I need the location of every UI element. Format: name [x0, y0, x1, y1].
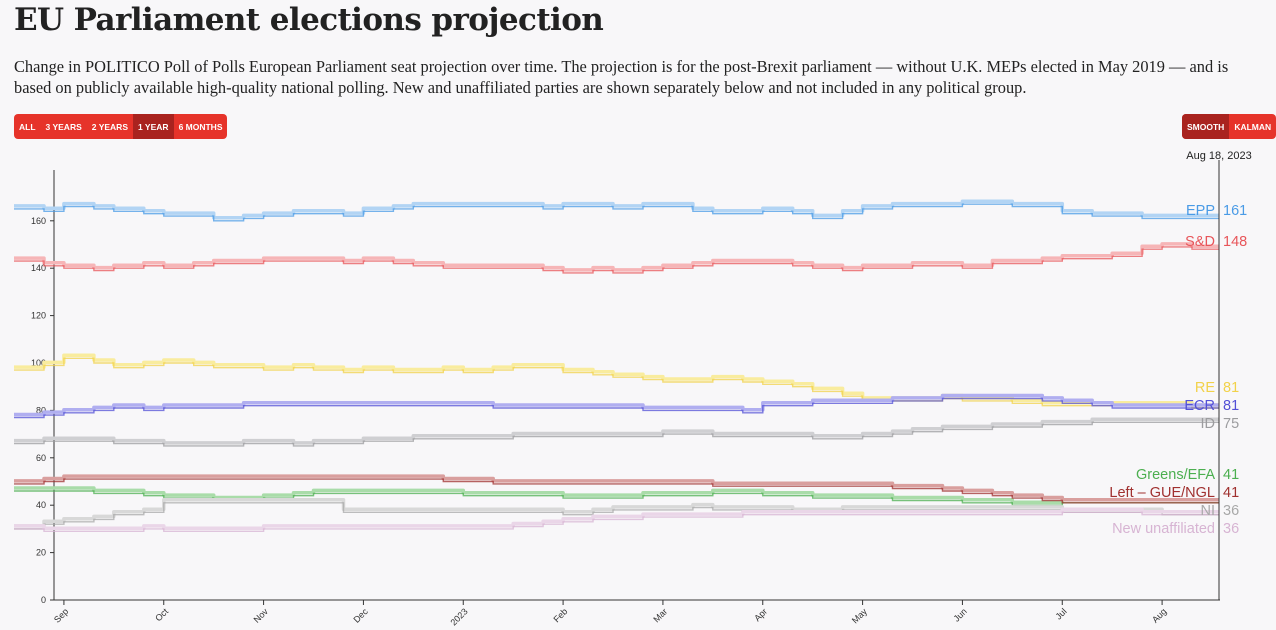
range-all-button[interactable]: ALL	[14, 114, 41, 139]
series-band-epp	[14, 199, 1219, 220]
y-tick-label: 120	[31, 311, 46, 321]
series-value-label: 41	[1223, 467, 1239, 483]
series-lines	[14, 199, 1219, 532]
series-band-s-d	[14, 242, 1219, 272]
range-3-years-button[interactable]: 3 YEARS	[41, 114, 87, 139]
series-name-label: EPP	[1186, 203, 1215, 219]
series-line-epp[interactable]	[14, 203, 1219, 222]
series-value-label: 81	[1223, 380, 1239, 396]
chart-subtitle: Change in POLITICO Poll of Polls Europea…	[14, 57, 1229, 97]
series-value-label: 36	[1223, 521, 1239, 537]
x-tick-label: Apr	[752, 606, 769, 623]
y-tick-label: 160	[31, 216, 46, 226]
series-value-label: 75	[1223, 416, 1239, 432]
range-1-year-button[interactable]: 1 YEAR	[133, 114, 174, 139]
x-tick-label: Jul	[1053, 606, 1068, 621]
x-tick-label: Feb	[551, 606, 569, 624]
series-line-ni[interactable]	[14, 502, 1219, 530]
y-tick-label: 140	[31, 263, 46, 273]
x-tick-label: Aug	[1150, 606, 1168, 624]
x-tick-label: Sep	[52, 606, 70, 624]
y-tick-label: 100	[31, 358, 46, 368]
series-line-ecr[interactable]	[14, 397, 1219, 419]
x-tick-label: 2023	[448, 606, 469, 627]
series-end-labels: EPP 161 S&D 148 RE 81 ECR 81 ID 75 Greens/EFA 41 Lef…	[1109, 203, 1247, 537]
y-tick-label: 20	[36, 548, 46, 558]
hover-date-label: Aug 18, 2023	[1186, 150, 1251, 162]
x-tick-label: Mar	[651, 606, 669, 624]
series-line-id[interactable]	[14, 421, 1219, 447]
series-band-id	[14, 417, 1219, 445]
range-6-months-button[interactable]: 6 MONTHS	[174, 114, 228, 139]
series-value-label: 36	[1223, 503, 1239, 519]
time-range-selector: ALL 3 YEARS 2 YEARS 1 YEAR 6 MONTHS	[14, 114, 228, 139]
x-tick-label: Dec	[351, 606, 370, 625]
y-tick-label: 60	[36, 453, 46, 463]
page-title: EU Parliament elections projection	[14, 2, 604, 38]
series-name-label: S&D	[1185, 234, 1215, 250]
x-tick-label: Jun	[952, 606, 969, 623]
series-name-label: New unaffiliated	[1112, 521, 1215, 537]
series-line-s-d[interactable]	[14, 246, 1219, 274]
series-band-greens-efa	[14, 486, 1219, 504]
series-name-label: ID	[1201, 416, 1216, 432]
projection-chart[interactable]: 0 20 40 60 80 100 120 140 160 Sep Oct Nov Dec 2023 Feb…	[0, 140, 1276, 630]
series-name-label: NI	[1201, 503, 1216, 519]
smoothing-mode-selector: SMOOTH KALMAN	[1182, 114, 1276, 139]
y-tick-label: 80	[36, 405, 46, 415]
x-tick-label: Oct	[153, 606, 170, 623]
series-name-label: RE	[1195, 380, 1215, 396]
series-line-new-unaffiliated[interactable]	[14, 511, 1219, 532]
series-value-label: 161	[1223, 203, 1247, 219]
y-tick-label: 40	[36, 500, 46, 510]
series-value-label: 148	[1223, 234, 1247, 250]
series-name-label: ECR	[1184, 398, 1215, 414]
range-2-years-button[interactable]: 2 YEARS	[87, 114, 133, 139]
kalman-button[interactable]: KALMAN	[1229, 114, 1276, 139]
series-value-label: 81	[1223, 398, 1239, 414]
y-tick-label: 0	[41, 595, 46, 605]
series-value-label: 41	[1223, 485, 1239, 501]
series-name-label: Left – GUE/NGL	[1109, 485, 1215, 501]
series-band-ni	[14, 498, 1219, 528]
smooth-button[interactable]: SMOOTH	[1182, 114, 1230, 139]
series-line-left-gue-ngl[interactable]	[14, 478, 1219, 504]
y-axis: 0 20 40 60 80 100 120 140 160	[31, 170, 55, 605]
x-tick-label: May	[850, 606, 869, 625]
series-band-re	[14, 353, 1219, 407]
x-tick-label: Nov	[252, 606, 271, 625]
series-name-label: Greens/EFA	[1136, 467, 1215, 483]
x-axis: Sep Oct Nov Dec 2023 Feb Mar Apr May Jun Jul Aug	[52, 599, 1220, 628]
